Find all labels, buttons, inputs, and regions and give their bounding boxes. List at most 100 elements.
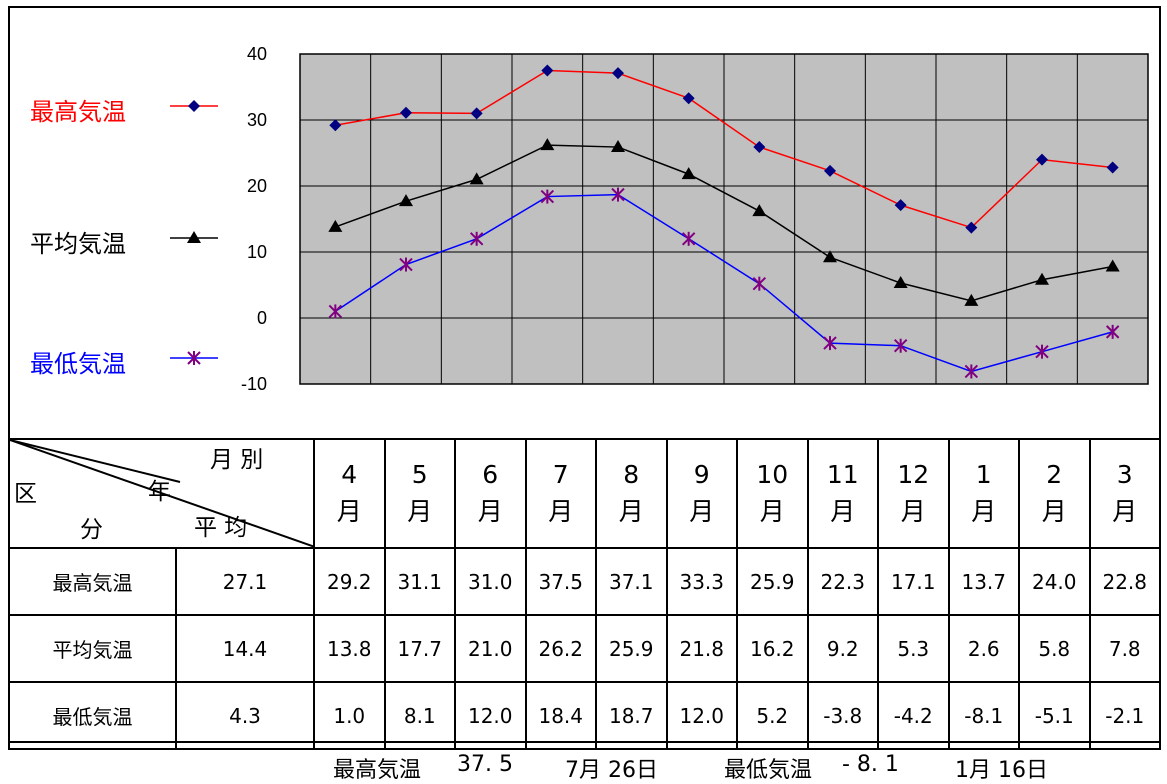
data-point (682, 92, 695, 105)
data-point (893, 276, 908, 289)
row-label: 最高気温 (8, 547, 177, 616)
corner-month-label: 月 別 (210, 447, 264, 473)
table-cell: 1.0 (313, 681, 386, 750)
table-cell: -8.1 (947, 681, 1020, 750)
table-cell: 33.3 (665, 547, 738, 616)
temperature-table: 月 別 区 年 分 平 均 4 月 5 月 6 月 7 月 8 月 9 月 10 月 11 月 12 月 1 月 2 月 3… (8, 438, 1161, 750)
legend-symbols (170, 100, 218, 365)
table-cell: 25.9 (736, 547, 809, 616)
data-point (470, 107, 483, 120)
month-number: 3 (1116, 460, 1133, 490)
table-cell: -5.1 (1018, 681, 1091, 750)
footer-max-date: 7月 26日 (565, 758, 658, 783)
table-cell: 31.1 (383, 547, 456, 616)
data-point (965, 221, 978, 234)
month-number: 1 (975, 460, 992, 490)
table-cell: 22.3 (806, 547, 879, 616)
month-number: 11 (826, 460, 859, 490)
data-point (1035, 344, 1049, 359)
table-cell: 7.8 (1088, 614, 1161, 683)
footer-summary: 最高気温 37. 5 7月 26日 最低気温 - 8. 1 1月 16日 (0, 752, 1167, 783)
data-point (681, 167, 696, 180)
month-number: 8 (623, 460, 640, 490)
data-point (823, 336, 837, 351)
table-cell: 25.9 (595, 614, 668, 683)
table-row: 最低気温 4.3 1.0 8.1 12.0 18.4 18.7 12.0 5.2 -3.8 -4.2… (8, 681, 1161, 750)
month-suffix: 月 (900, 496, 926, 526)
legend-label-min: 最低気温 (30, 350, 126, 378)
data-point (328, 304, 343, 319)
data-point (469, 231, 484, 246)
data-point (753, 141, 766, 154)
data-point (894, 199, 907, 212)
y-tick-label: 20 (247, 176, 267, 196)
month-number: 12 (897, 460, 930, 490)
month-header-cell: 12 月 (877, 438, 950, 549)
month-suffix: 月 (407, 496, 433, 526)
line-chart: 40 30 20 10 0 -10 (170, 44, 1149, 394)
data-point (329, 119, 342, 132)
data-point (540, 189, 555, 204)
legend-marker (187, 231, 201, 243)
month-number: 2 (1046, 460, 1063, 490)
legend-label-max: 最高気温 (30, 98, 126, 126)
month-suffix: 月 (336, 496, 362, 526)
table-cell: 37.1 (595, 547, 668, 616)
month-number: 9 (693, 460, 710, 490)
month-suffix: 月 (548, 496, 574, 526)
table-cell: 22.8 (1088, 547, 1161, 616)
table-cell: 5.3 (877, 614, 950, 683)
data-point (611, 140, 625, 153)
legend-marker (188, 100, 200, 112)
month-number: 5 (411, 460, 428, 490)
table-cell: 5.8 (1018, 614, 1091, 683)
data-point (1035, 272, 1049, 285)
annual-average-cell: 27.1 (175, 547, 315, 616)
table-cell: -3.8 (806, 681, 879, 750)
data-point (824, 164, 836, 177)
table-row: 最高気温 27.1 29.2 31.1 31.0 37.5 37.1 33.3 25.9 22.3… (8, 547, 1161, 616)
row-label: 最低気温 (8, 681, 177, 750)
data-point (752, 204, 767, 217)
row-label: 平均気温 (8, 614, 177, 683)
data-point (540, 138, 555, 151)
corner-ku-label: 区 (14, 481, 37, 507)
month-number: 6 (482, 460, 499, 490)
month-suffix: 月 (689, 496, 715, 526)
data-point (611, 187, 625, 202)
series-line-0 (335, 69, 1113, 229)
series-line-1 (335, 144, 1113, 302)
annual-average-cell: 14.4 (175, 614, 315, 683)
data-point (893, 338, 908, 353)
data-point (328, 219, 343, 232)
legend-marker (187, 351, 201, 365)
data-point (1106, 161, 1119, 174)
data-point (399, 194, 413, 207)
data-point (541, 64, 554, 77)
table-corner-cell: 月 別 区 年 分 平 均 (8, 438, 315, 549)
corner-heikin-label: 平 均 (194, 515, 248, 541)
table-cell: 18.4 (524, 681, 597, 750)
month-suffix: 月 (1041, 496, 1067, 526)
month-suffix: 月 (477, 496, 503, 526)
data-point (612, 67, 624, 80)
table-cell: 17.1 (877, 547, 950, 616)
table-cell: 9.2 (806, 614, 879, 683)
table-cell: 13.8 (313, 614, 386, 683)
table-cell: 16.2 (736, 614, 809, 683)
data-point (964, 364, 979, 379)
footer-max-value: 37. 5 (457, 752, 513, 777)
table-cell: 18.7 (595, 681, 668, 750)
table-cell: 2.6 (947, 614, 1020, 683)
table-cell: -4.2 (877, 681, 950, 750)
month-suffix: 月 (759, 496, 785, 526)
table-cell: 37.5 (524, 547, 597, 616)
data-point (400, 106, 412, 119)
